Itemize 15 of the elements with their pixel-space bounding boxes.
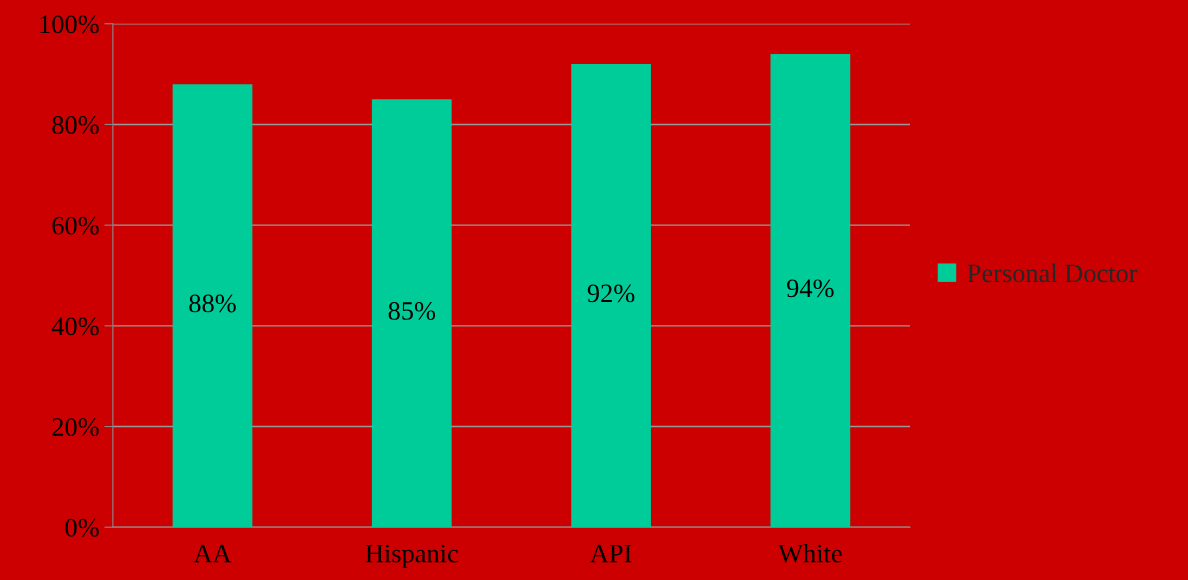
x-tick-label: API (590, 544, 632, 563)
y-tick-label: 60% (52, 216, 99, 235)
x-tick-label: AA (193, 544, 232, 563)
y-tick-label: 0% (65, 518, 99, 537)
y-tick-label: 80% (52, 116, 99, 134)
data-label: 85% (388, 302, 436, 320)
y-tick-label: 20% (52, 418, 99, 437)
data-label: 88% (189, 294, 236, 313)
data-label: 92% (587, 284, 635, 303)
x-tick-label: White (778, 543, 842, 563)
y-tick-label: 100% (40, 15, 99, 34)
data-label: 94% (787, 279, 834, 298)
y-tick-label: 40% (51, 317, 99, 336)
x-tick-label: Hispanic (365, 544, 458, 568)
legend-label: Personal Doctor (967, 263, 1138, 283)
